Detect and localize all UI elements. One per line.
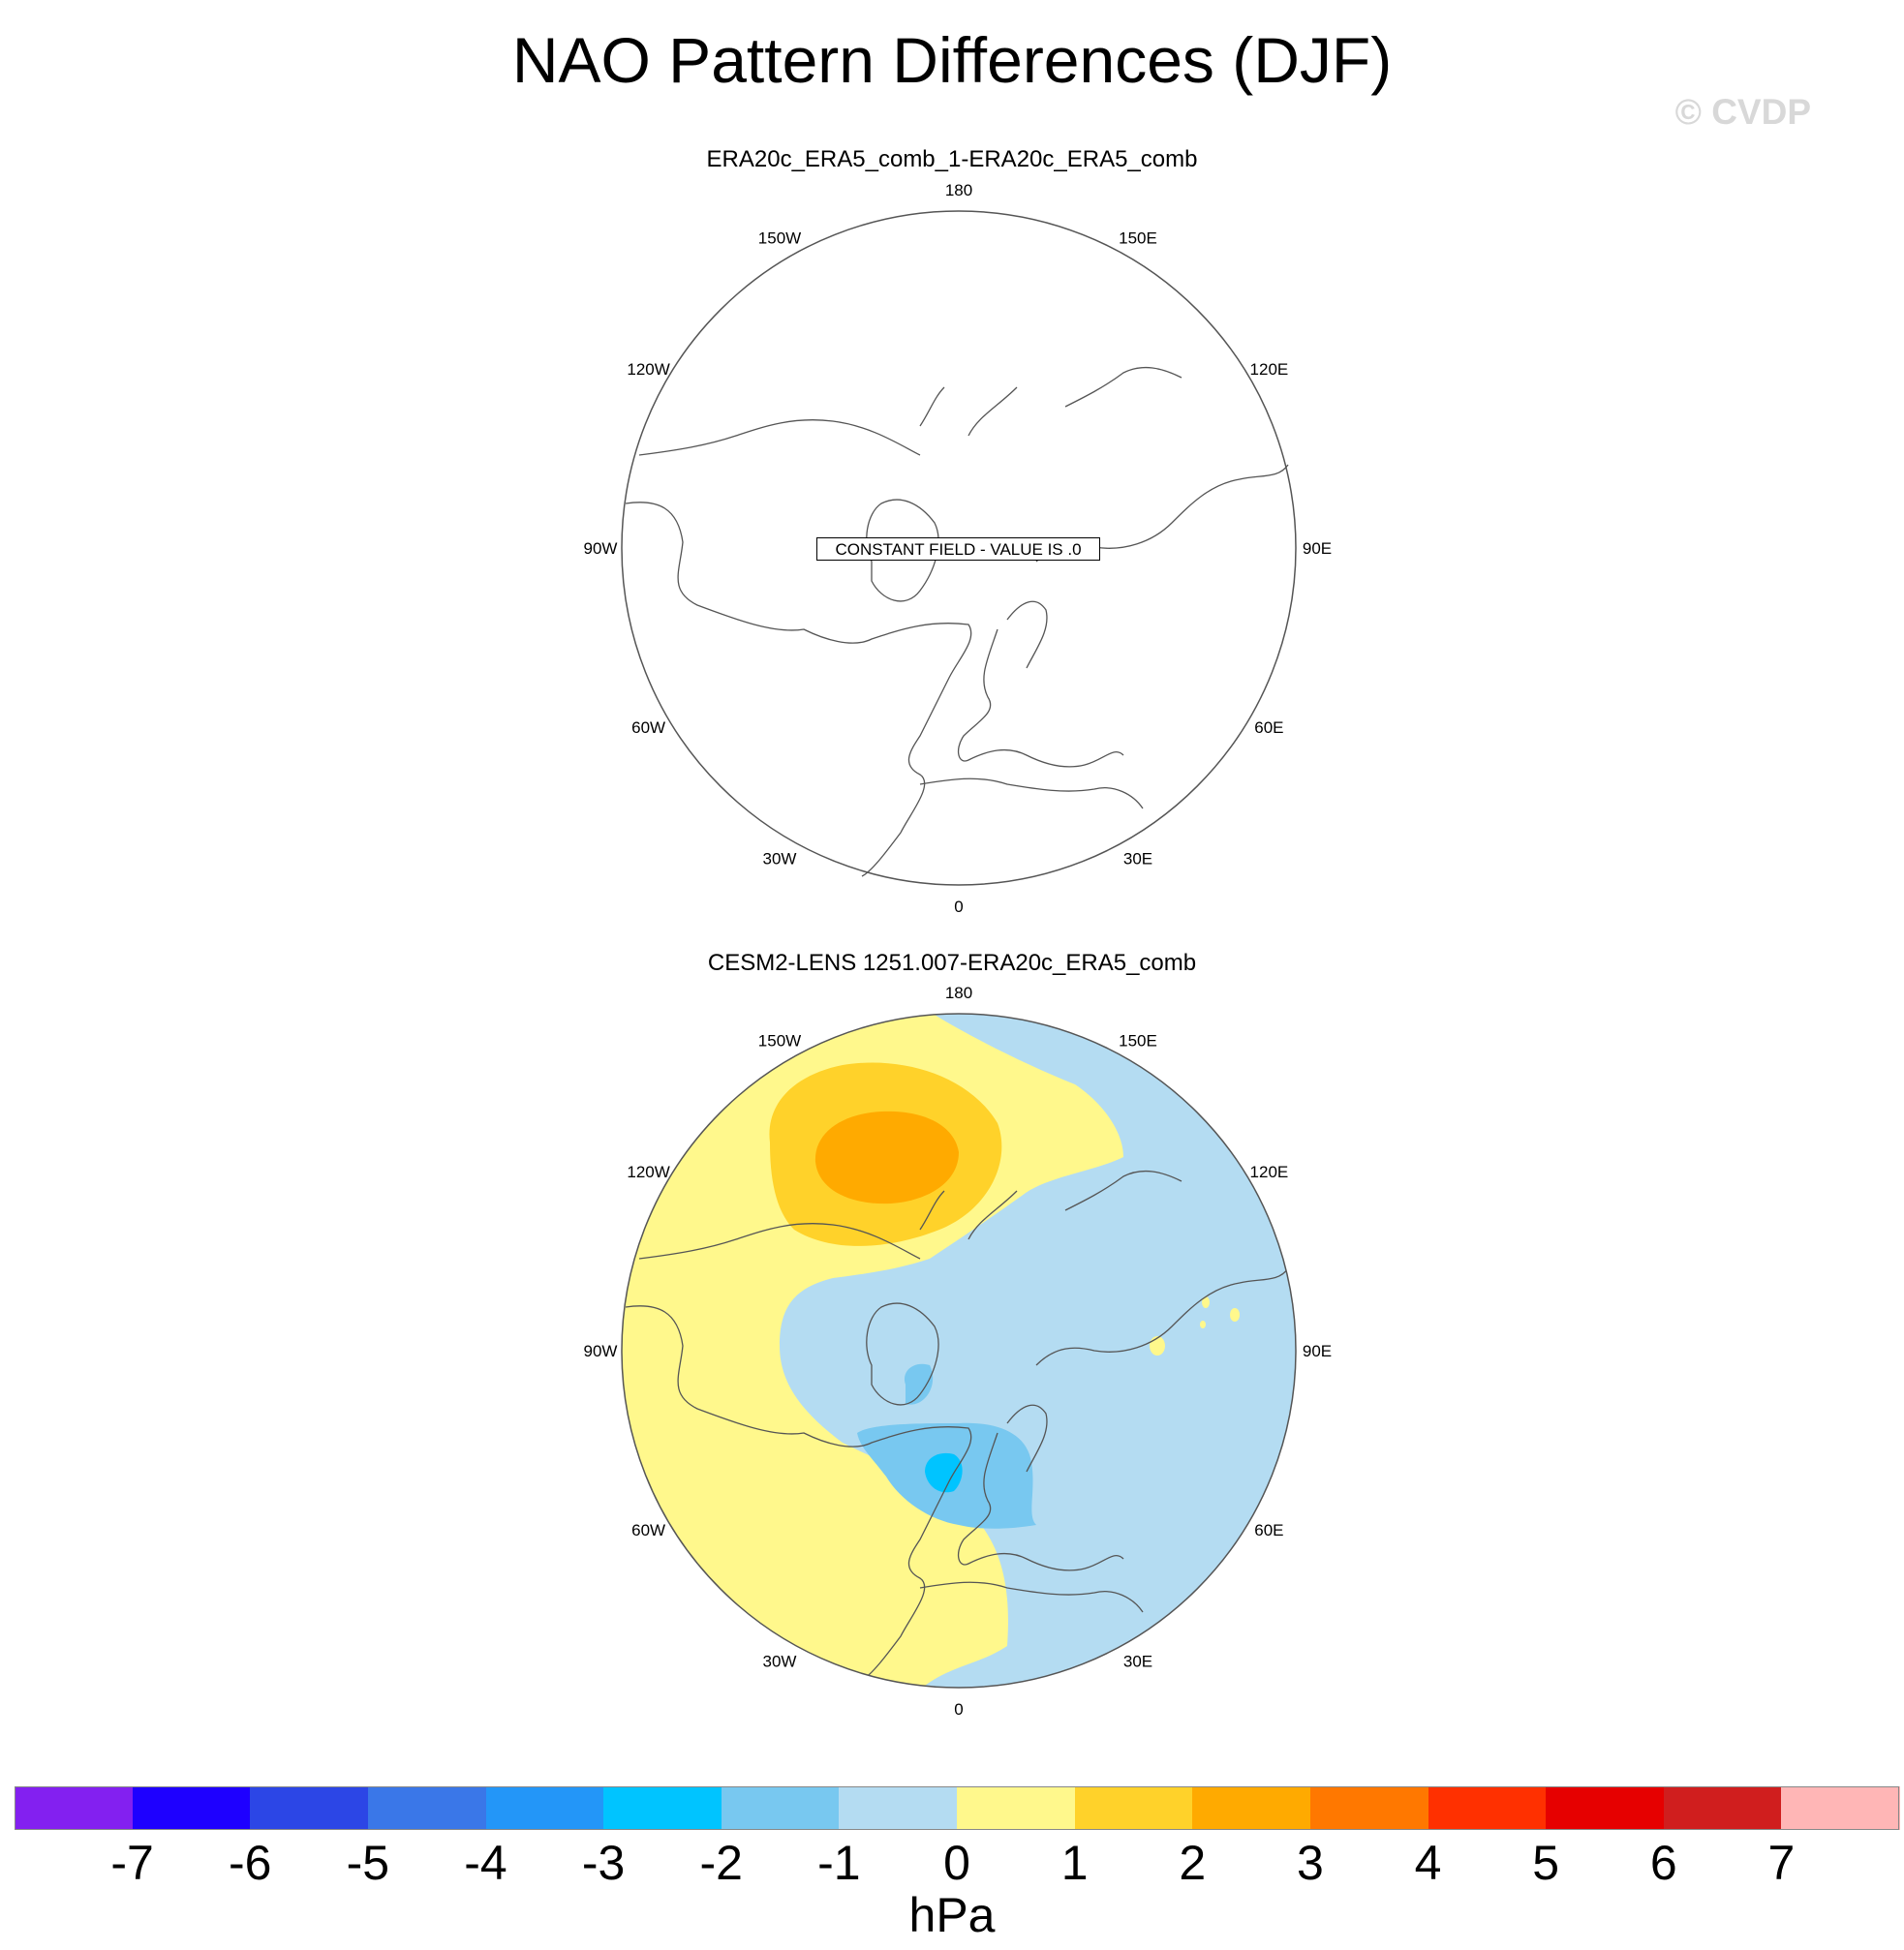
colorbar-segment — [485, 1786, 604, 1830]
contour-fill-minus2-minus1-a — [905, 1363, 934, 1405]
copyright-watermark: © CVDP — [1674, 92, 1811, 132]
longitude-label: 0 — [954, 898, 963, 916]
longitude-label: 90E — [1303, 1342, 1332, 1360]
colorbar-segment — [367, 1786, 486, 1830]
longitude-label: 150E — [1119, 229, 1157, 248]
contour-fill-0-1 — [622, 1014, 1123, 1688]
longitude-label: 180 — [945, 984, 972, 1002]
colorbar-tick-label: -3 — [581, 1836, 626, 1890]
colorbar-segment — [1663, 1786, 1782, 1830]
longitude-label: 30E — [1123, 1652, 1152, 1670]
longitude-label: 120W — [627, 1163, 669, 1181]
constant-field-annotation: CONSTANT FIELD - VALUE IS .0 — [816, 537, 1100, 561]
colorbar-tick-label: -2 — [699, 1836, 743, 1890]
panel2-longitude-labels: 180 150E 120E 90E 60E 30E 0 30W 60W 90W 120W 150W — [584, 984, 1333, 1719]
longitude-label: 60E — [1254, 1521, 1283, 1539]
longitude-label: 60E — [1254, 718, 1283, 737]
colorbar-segment — [839, 1786, 958, 1830]
panel1-title: ERA20c_ERA5_comb_1-ERA20c_ERA5_comb — [706, 146, 1198, 172]
panel2-map: 180 150E 120E 90E 60E 30E 0 30W 60W 90W 120W 150W — [584, 984, 1333, 1719]
longitude-label: 180 — [945, 181, 972, 199]
maps-canvas: 180 150E 120E 90E 60E 30E 0 30W 60W 90W 120W 150W — [584, 181, 1333, 1719]
colorbar-tick-label: -1 — [817, 1836, 861, 1890]
colorbar-segment — [132, 1786, 251, 1830]
longitude-label: 120W — [627, 360, 669, 379]
colorbar-segment — [1428, 1786, 1547, 1830]
colorbar-segment — [15, 1786, 134, 1830]
colorbar-units: hPa — [908, 1888, 996, 1942]
colorbar-tick-label: -7 — [110, 1836, 154, 1890]
longitude-label: 60W — [631, 718, 665, 737]
panel2-contours — [622, 1014, 1296, 1688]
longitude-label: 90W — [584, 539, 618, 558]
colorbar-segment — [957, 1786, 1076, 1830]
longitude-label: 60W — [631, 1521, 665, 1539]
colorbar-tick-label: 2 — [1179, 1836, 1207, 1890]
colorbar-tick-label: 0 — [943, 1836, 970, 1890]
colorbar-tick-label: 4 — [1414, 1836, 1442, 1890]
colorbar-segment — [1074, 1786, 1193, 1830]
colorbar-tick-label: -4 — [464, 1836, 507, 1890]
colorbar-segment — [1192, 1786, 1311, 1830]
panel1-longitude-labels: 180 150E 120E 90E 60E 30E 0 30W 60W 90W 120W 150W — [584, 181, 1333, 916]
contour-fill-2-3 — [814, 1111, 959, 1204]
colorbar-tick-label: -5 — [346, 1836, 390, 1890]
longitude-label: 90E — [1303, 539, 1332, 558]
colorbar-segment — [1546, 1786, 1665, 1830]
longitude-label: 0 — [954, 1700, 963, 1719]
panel2-title: CESM2-LENS 1251.007-ERA20c_ERA5_comb — [707, 950, 1197, 976]
colorbar-segment — [721, 1786, 840, 1830]
longitude-label: 30E — [1123, 849, 1152, 868]
colorbar — [15, 1786, 1900, 1830]
colorbar-tick-label: 7 — [1767, 1836, 1796, 1890]
longitude-label: 90W — [584, 1342, 618, 1360]
colorbar-tick-label: 3 — [1296, 1836, 1324, 1890]
colorbar-segment — [250, 1786, 369, 1830]
longitude-label: 120E — [1250, 1163, 1289, 1181]
colorbar-segment — [1309, 1786, 1428, 1830]
panel2-map-boundary — [621, 1013, 1297, 1689]
colorbar-segment — [603, 1786, 722, 1830]
longitude-label: 30W — [763, 849, 797, 868]
longitude-label: 120E — [1250, 360, 1289, 379]
page-title: NAO Pattern Differences (DJF) — [511, 24, 1393, 96]
colorbar-segment — [1781, 1786, 1900, 1830]
colorbar-tick-label: 6 — [1649, 1836, 1677, 1890]
longitude-label: 30W — [763, 1652, 797, 1670]
contour-fill-minus3-minus2 — [925, 1452, 963, 1493]
colorbar-tick-label: 1 — [1060, 1836, 1089, 1890]
colorbar-tick-label: 5 — [1532, 1836, 1560, 1890]
longitude-label: 150W — [758, 1032, 801, 1051]
colorbar-tick-label: -6 — [229, 1836, 272, 1890]
longitude-label: 150E — [1119, 1032, 1157, 1051]
panel2-coastlines — [625, 1170, 1289, 1681]
longitude-label: 150W — [758, 229, 801, 248]
